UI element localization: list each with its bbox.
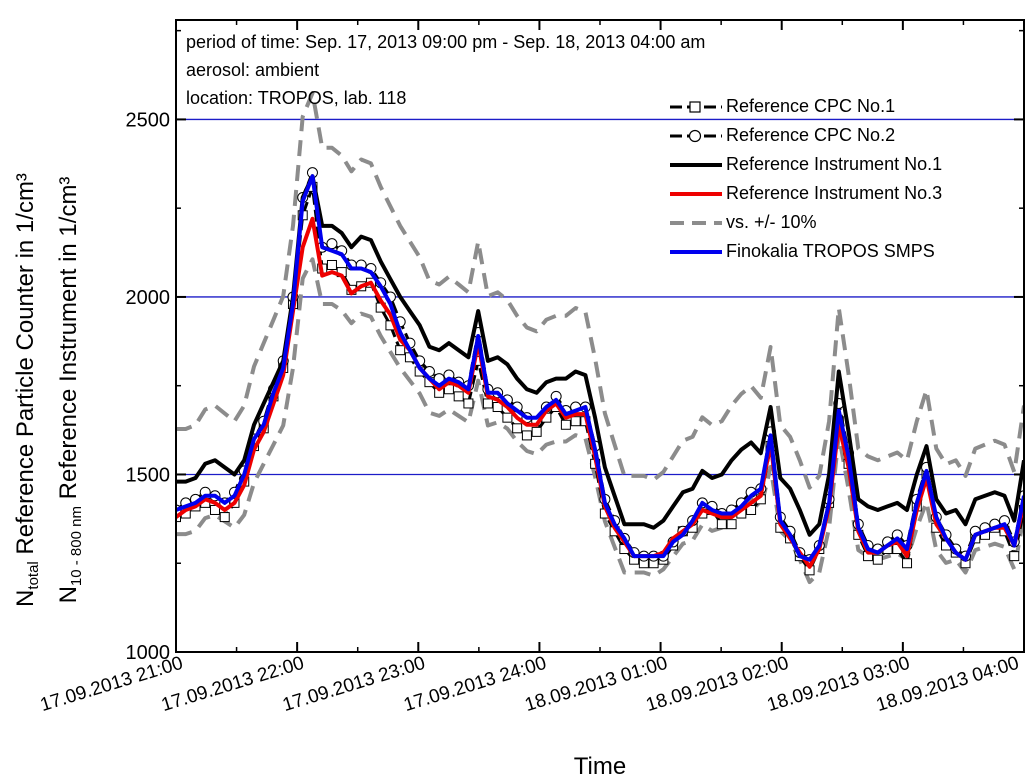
point-reference-cpc-no-1 [531,426,542,437]
point-reference-cpc-no-1 [219,512,230,523]
point-reference-cpc-no-1 [326,259,337,270]
point-reference-cpc-no-1 [443,384,454,395]
y-label-2-rest: Reference Instrument in 1/cm³ [55,177,82,506]
legend-swatch-cpc1 [670,100,722,113]
legend-item-cpc1: Reference CPC No.1 [668,92,942,121]
point-reference-cpc-no-1 [209,504,220,515]
legend-item-instrument3: Reference Instrument No.3 [668,179,942,208]
legend-label-instrument1: Reference Instrument No.1 [726,154,943,174]
point-reference-cpc-no-1 [453,391,464,402]
series-line-finokalia-tropos-smps [176,174,1024,562]
point-reference-cpc-no-1 [726,519,737,530]
legend-label-instrument3: Reference Instrument No.3 [726,183,943,203]
legend-label-cpc2: Reference CPC No.2 [726,125,896,145]
point-reference-cpc-no-1 [872,554,883,565]
legend-swatch-instrument3 [670,191,722,196]
y-axis-label-line2: N10 - 800 nm Reference Instrument in 1/c… [55,177,85,604]
y-tick-label-2000: 2000 [126,287,171,309]
point-reference-cpc-no-2 [326,238,338,250]
y-tick-label-1500: 1500 [126,464,171,486]
point-reference-cpc-no-1 [1009,551,1020,562]
point-reference-cpc-no-1 [492,402,503,413]
legend-label-band: vs. +/- 10% [726,212,817,232]
y-axis-label-line1: Ntotal Reference Particle Counter in 1/c… [12,173,42,607]
legend-swatch-cpc2 [670,129,722,142]
point-reference-cpc-no-1 [560,419,571,430]
y-ticks: 1000 1500 2000 2500 [126,29,1024,664]
point-reference-cpc-no-1 [570,416,581,427]
legend: Reference CPC No.1 Reference CPC No.2 Re… [668,92,942,266]
legend-swatch-instrument1 [670,162,722,167]
annotation-location: location: TROPOS, lab. 118 [186,88,407,108]
point-reference-cpc-no-1 [482,398,493,409]
annotation-period: period of time: Sep. 17, 2013 09:00 pm -… [186,32,706,52]
legend-label-cpc1: Reference CPC No.1 [726,96,896,116]
y-label-1-rest: Reference Particle Counter in 1/cm³ [12,173,39,561]
y-label-2-sub: 10 - 800 nm [68,506,85,586]
legend-item-cpc2: Reference CPC No.2 [668,121,942,150]
legend-swatch-smps [670,249,722,254]
point-reference-cpc-no-1 [902,558,913,569]
point-reference-cpc-no-1 [463,398,474,409]
y-label-2-main: N [55,586,82,603]
legend-item-instrument1: Reference Instrument No.1 [668,150,942,179]
y-tick-label-1000: 1000 [126,642,171,664]
series-layer [176,91,1024,585]
x-axis-label: Time [574,753,626,780]
point-reference-cpc-no-1 [395,345,406,356]
point-reference-cpc-no-1 [512,423,523,434]
y-tick-label-2500: 2500 [126,109,171,131]
legend-swatch-band [670,220,722,225]
legend-item-band: vs. +/- 10% [668,208,942,237]
legend-item-smps: Finokalia TROPOS SMPS [668,237,942,266]
point-reference-cpc-no-1 [521,430,532,441]
legend-label-smps: Finokalia TROPOS SMPS [726,241,935,261]
y-label-1-main: N [12,590,39,607]
annotation-aerosol: aerosol: ambient [186,60,320,80]
point-reference-cpc-no-1 [502,412,513,423]
point-reference-cpc-no-1 [746,504,757,515]
point-reference-cpc-no-1 [716,519,727,530]
y-label-1-sub: total [25,561,42,589]
